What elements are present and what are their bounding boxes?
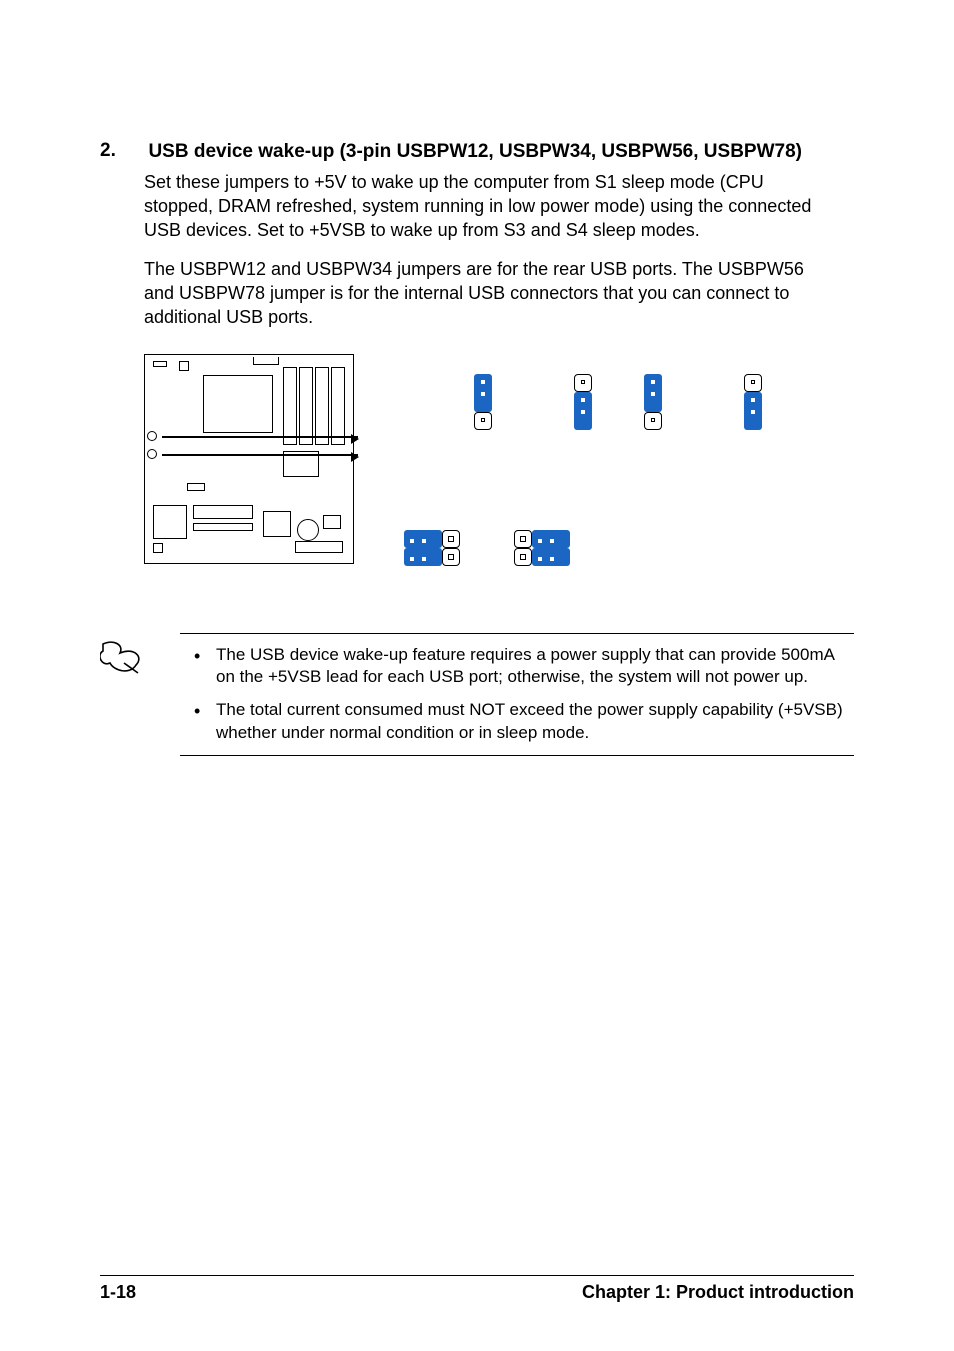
section-title: USB device wake-up (3-pin USBPW12, USBPW… [148,140,808,164]
motherboard-outline [144,354,354,564]
note-item: The USB device wake-up feature requires … [180,644,854,690]
page-footer: 1-18 Chapter 1: Product introduction [100,1275,854,1303]
jumper-block [404,548,442,566]
body-paragraph: The USBPW12 and USBPW34 jumpers are for … [144,257,824,330]
jumper-block [404,530,442,548]
jumper-block [644,374,662,412]
section-number: 2. [100,140,144,162]
page-number: 1-18 [100,1282,136,1303]
note-item: The total current consumed must NOT exce… [180,699,854,745]
note-content: The USB device wake-up feature requires … [180,633,854,757]
section-heading: 2. USB device wake-up (3-pin USBPW12, US… [100,140,854,164]
jumper-block [744,392,762,430]
jumper-block [532,548,570,566]
jumper-block [574,392,592,430]
jumper-diagram [144,348,824,578]
note-block: The USB device wake-up feature requires … [100,633,854,757]
jumper-block [474,374,492,412]
body-paragraph: Set these jumpers to +5V to wake up the … [144,170,824,243]
arrow-icon [162,436,358,438]
arrow-icon [162,454,358,456]
note-icon [100,633,180,680]
jumper-block [532,530,570,548]
chapter-label: Chapter 1: Product introduction [582,1282,854,1303]
